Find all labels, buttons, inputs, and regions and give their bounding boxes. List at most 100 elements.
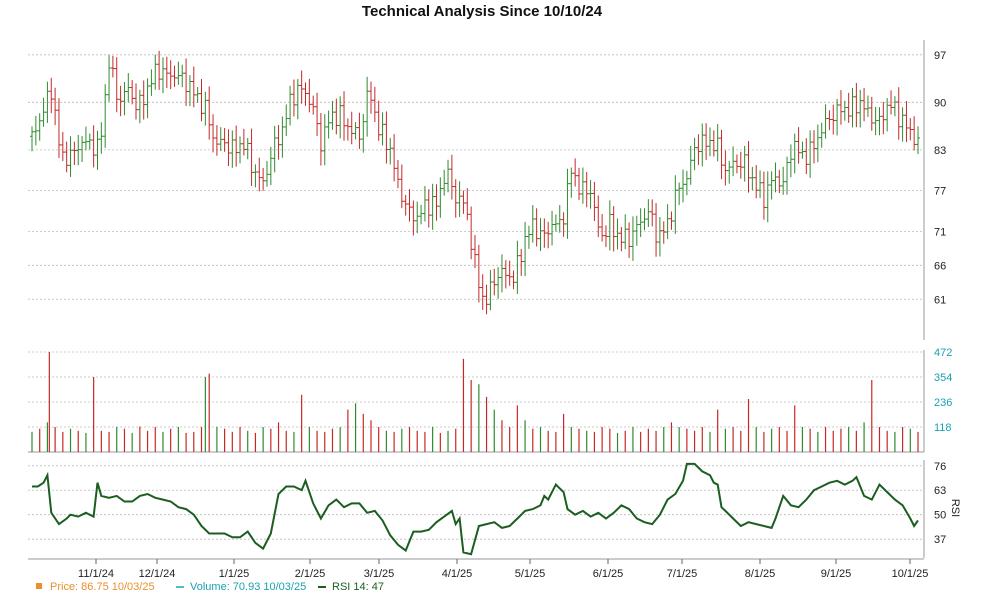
price-bar (338, 96, 343, 139)
price-bar (95, 130, 100, 170)
price-bar (476, 244, 481, 303)
rsi-line (32, 462, 919, 556)
rsi-tick-label: 37 (934, 534, 946, 546)
price-bar (365, 76, 370, 137)
price-bar (207, 86, 212, 140)
price-bar (238, 136, 243, 164)
price-bar (704, 123, 709, 160)
price-bar (542, 218, 547, 248)
price-bar (827, 110, 832, 131)
price-bar (611, 206, 616, 252)
price-bar (176, 61, 181, 85)
price-bar (288, 85, 293, 126)
price-bar (187, 75, 192, 107)
price-bar (507, 260, 512, 286)
chart-title: Technical Analysis Since 10/10/24 (362, 3, 603, 20)
price-bar (835, 98, 840, 136)
price-bar (696, 134, 701, 166)
rsi-tick-label: 50 (934, 510, 946, 522)
price-bar (719, 129, 724, 180)
price-bar (673, 175, 678, 234)
price-bar (630, 216, 635, 261)
volume-panel: 472 354 236 118 (28, 347, 952, 453)
price-bar (415, 201, 420, 234)
price-bar (553, 214, 558, 232)
price-bar (557, 205, 562, 233)
price-bar (796, 127, 801, 164)
price-bar (295, 79, 300, 120)
price-bar (299, 70, 304, 104)
price-bar (195, 87, 200, 103)
price-bar (638, 208, 643, 237)
price-bar (677, 182, 682, 206)
price-bar (184, 58, 189, 106)
x-tick-label: 1/1/25 (219, 568, 250, 580)
price-bar (842, 100, 847, 121)
price-bar (600, 214, 605, 242)
price-bar (419, 204, 424, 225)
price-bar (715, 124, 720, 162)
price-bar (700, 123, 705, 167)
price-bar (376, 100, 381, 141)
price-bar (168, 60, 173, 90)
price-bar (99, 122, 104, 154)
price-bar (241, 128, 246, 156)
price-bar (592, 181, 597, 221)
price-bar (438, 177, 443, 218)
price-bar (37, 113, 42, 141)
volume-tick-label: 236 (934, 397, 952, 409)
x-tick-label: 10/1/25 (892, 568, 929, 580)
price-bar (742, 145, 747, 182)
price-bar (577, 167, 582, 200)
x-tick-label: 9/1/25 (821, 568, 852, 580)
price-bar (804, 138, 809, 175)
price-bar (426, 189, 431, 228)
price-bar (885, 98, 890, 132)
price-bar (646, 199, 651, 227)
price-bar (530, 205, 535, 243)
price-bar (565, 168, 570, 239)
price-legend-swatch (36, 583, 42, 589)
price-bar (214, 125, 219, 156)
price-bar (222, 128, 227, 152)
volume-tick-label: 118 (934, 422, 952, 434)
price-bar (607, 200, 612, 251)
price-bar (322, 114, 327, 166)
x-tick-label: 12/1/24 (139, 568, 176, 580)
price-bar (681, 169, 686, 203)
price-bar (160, 57, 165, 94)
price-bar (889, 90, 894, 115)
price-bar (800, 141, 805, 159)
price-bar (226, 129, 231, 166)
price-bar (892, 96, 897, 117)
price-bar (492, 268, 497, 296)
price-bar (68, 136, 73, 177)
price-bar (773, 162, 778, 193)
price-bar (272, 125, 277, 173)
price-tick-label: 77 (934, 186, 946, 198)
price-bar (865, 95, 870, 117)
price-bar (434, 184, 439, 221)
x-tick-label: 6/1/25 (593, 568, 624, 580)
price-bar (838, 90, 843, 125)
price-bar (280, 116, 285, 158)
price-bar (761, 171, 766, 220)
price-bar (734, 154, 739, 174)
price-bar (291, 79, 296, 117)
price-bar (30, 126, 34, 152)
price-bar (130, 80, 135, 105)
price-bar (403, 194, 408, 216)
price-bar (642, 208, 647, 231)
volume-tick-label: 472 (934, 347, 952, 359)
price-bar (326, 110, 331, 139)
price-bar (72, 141, 77, 165)
price-bar (627, 222, 632, 258)
price-bar (623, 214, 628, 250)
price-bar (357, 112, 362, 149)
price-bar (580, 167, 585, 204)
price-bar (831, 104, 836, 135)
price-bar (249, 128, 254, 186)
price-bar (723, 150, 728, 186)
price-bar (384, 111, 389, 164)
